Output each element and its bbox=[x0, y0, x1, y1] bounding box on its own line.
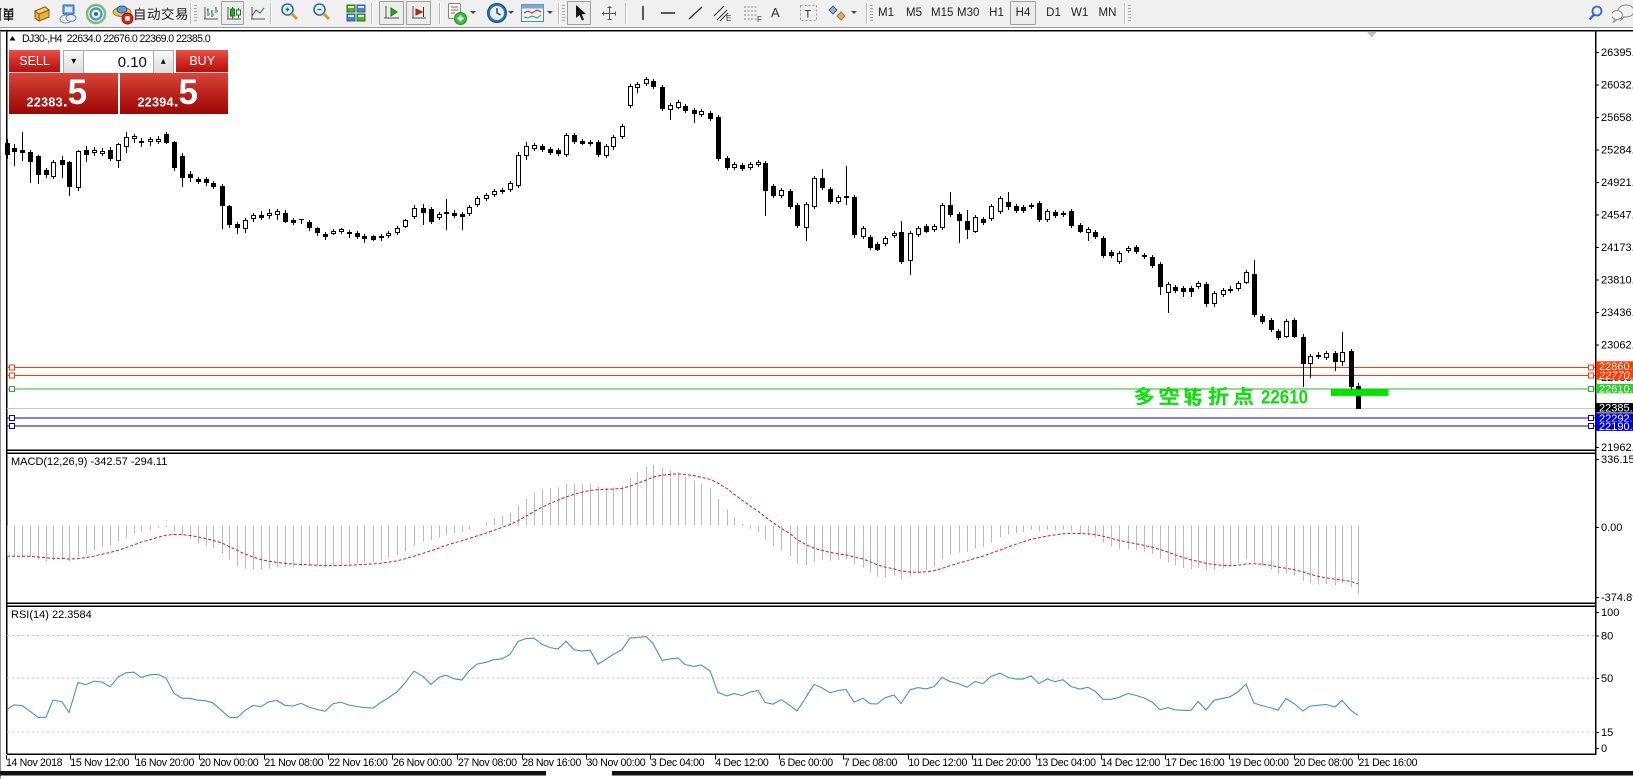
svg-text:10 Dec 12:00: 10 Dec 12:00 bbox=[908, 757, 967, 769]
svg-text:23436.0: 23436.0 bbox=[1601, 307, 1633, 319]
svg-text:0.00: 0.00 bbox=[1601, 522, 1622, 534]
svg-text:15: 15 bbox=[1601, 727, 1613, 739]
svg-text:24921.0: 24921.0 bbox=[1601, 177, 1633, 189]
svg-text:21 Nov 08:00: 21 Nov 08:00 bbox=[264, 757, 323, 769]
svg-text:100: 100 bbox=[1601, 607, 1619, 619]
svg-text:22610: 22610 bbox=[1261, 387, 1308, 409]
svg-text:-374.89: -374.89 bbox=[1601, 592, 1633, 604]
svg-text:26032.0: 26032.0 bbox=[1601, 80, 1633, 92]
svg-text:4 Dec 12:00: 4 Dec 12:00 bbox=[715, 757, 769, 769]
svg-text:24173.0: 24173.0 bbox=[1601, 242, 1633, 254]
svg-text:13 Dec 04:00: 13 Dec 04:00 bbox=[1037, 757, 1096, 769]
svg-text:20 Dec 08:00: 20 Dec 08:00 bbox=[1294, 757, 1353, 769]
svg-text:21 Dec 16:00: 21 Dec 16:00 bbox=[1358, 757, 1417, 769]
svg-text:14 Dec 12:00: 14 Dec 12:00 bbox=[1101, 757, 1160, 769]
svg-text:80: 80 bbox=[1601, 631, 1613, 643]
svg-text:MACD(12,26,9) -342.57 -294.11: MACD(12,26,9) -342.57 -294.11 bbox=[11, 456, 167, 468]
svg-text:22385.0: 22385.0 bbox=[1599, 403, 1633, 415]
svg-text:19 Dec 00:00: 19 Dec 00:00 bbox=[1230, 757, 1289, 769]
svg-text:6 Dec 00:00: 6 Dec 00:00 bbox=[780, 757, 834, 769]
svg-text:15 Nov 12:00: 15 Nov 12:00 bbox=[70, 757, 129, 769]
svg-text:21962.0: 21962.0 bbox=[1601, 442, 1633, 454]
svg-text:26395.0: 26395.0 bbox=[1601, 47, 1633, 59]
svg-text:20 Nov 00:00: 20 Nov 00:00 bbox=[200, 757, 259, 769]
svg-text:11 Dec 20:00: 11 Dec 20:00 bbox=[973, 757, 1031, 769]
svg-text:F: F bbox=[757, 15, 762, 24]
svg-text:T: T bbox=[805, 9, 812, 21]
svg-text:50: 50 bbox=[1601, 673, 1613, 685]
svg-text:17 Dec 16:00: 17 Dec 16:00 bbox=[1166, 757, 1225, 769]
svg-text:28 Nov 16:00: 28 Nov 16:00 bbox=[522, 757, 581, 769]
svg-text:22770.2: 22770.2 bbox=[1598, 370, 1633, 382]
svg-text:25658.0: 25658.0 bbox=[1601, 112, 1633, 124]
svg-text:3 Dec 04:00: 3 Dec 04:00 bbox=[651, 757, 705, 769]
svg-text:30 Nov 00:00: 30 Nov 00:00 bbox=[587, 757, 646, 769]
svg-text:22190.4: 22190.4 bbox=[1599, 421, 1633, 433]
svg-text:14 Nov 2018: 14 Nov 2018 bbox=[6, 757, 63, 769]
svg-text:E: E bbox=[726, 14, 731, 23]
svg-text:22610.4: 22610.4 bbox=[1599, 383, 1633, 395]
svg-text:7 Dec 08:00: 7 Dec 08:00 bbox=[844, 757, 898, 769]
svg-text:23062.0: 23062.0 bbox=[1601, 340, 1633, 352]
svg-text:DJ30-,H4 22634.0 22676.0 2236: DJ30-,H4 22634.0 22676.0 22369.0 22385.0 bbox=[22, 33, 211, 45]
svg-text:0: 0 bbox=[1601, 743, 1607, 755]
svg-text:26 Nov 00:00: 26 Nov 00:00 bbox=[393, 757, 452, 769]
svg-text:22 Nov 16:00: 22 Nov 16:00 bbox=[329, 757, 388, 769]
svg-text:RSI(14) 22.3584: RSI(14) 22.3584 bbox=[11, 609, 92, 621]
svg-text:336.15: 336.15 bbox=[1601, 454, 1633, 466]
svg-text:25284.0: 25284.0 bbox=[1601, 145, 1633, 157]
svg-text:22860.0: 22860.0 bbox=[1599, 361, 1633, 373]
svg-text:27 Nov 08:00: 27 Nov 08:00 bbox=[458, 757, 517, 769]
svg-text:24547.0: 24547.0 bbox=[1601, 210, 1633, 222]
svg-text:16 Nov 20:00: 16 Nov 20:00 bbox=[135, 757, 194, 769]
svg-text:23810.0: 23810.0 bbox=[1601, 275, 1633, 287]
